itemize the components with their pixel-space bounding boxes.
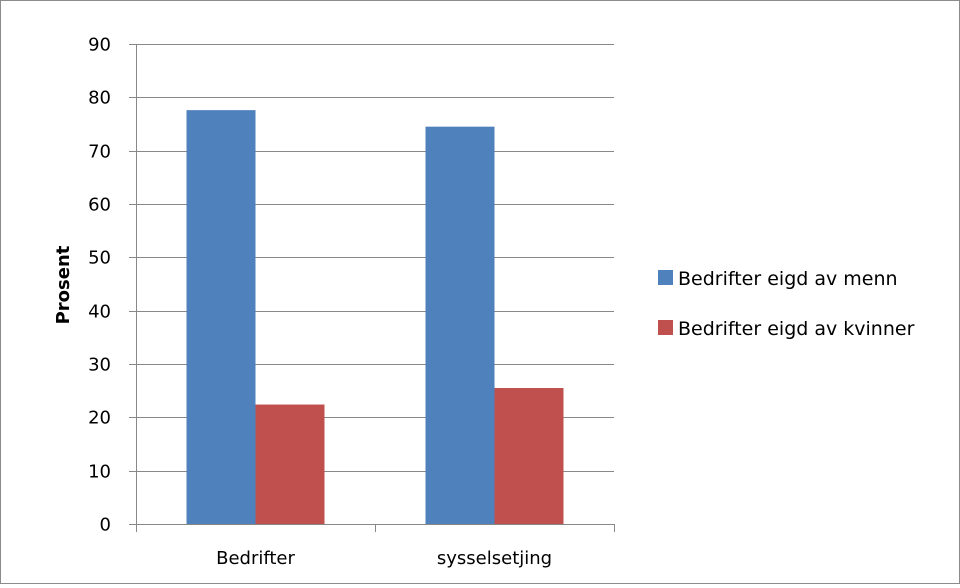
y-tick-label: 10: [88, 462, 111, 483]
y-axis-ticks: 0 10 20 30 40 50 60 70 80 90: [88, 35, 136, 536]
bar-kvinner-1: [494, 388, 564, 524]
y-tick-label: 30: [88, 355, 111, 376]
y-tick-label: 70: [88, 142, 111, 163]
legend-swatch: [658, 320, 673, 335]
y-tick-label: 80: [88, 88, 111, 109]
y-tick-label: 40: [88, 302, 111, 323]
bar-menn-1: [425, 126, 495, 525]
bars: [186, 110, 564, 525]
bar-kvinner-0: [255, 404, 325, 524]
y-tick-label: 50: [88, 248, 111, 269]
bar-menn-0: [186, 110, 256, 524]
y-axis-label: Prosent: [53, 245, 74, 324]
legend: Bedrifter eigd av menn Bedrifter eigd av …: [658, 268, 915, 340]
x-axis-labels: Bedrifter sysselsetjing: [216, 548, 552, 569]
y-tick-label: 90: [88, 35, 111, 56]
legend-swatch: [658, 270, 673, 285]
y-tick-label: 20: [88, 408, 111, 429]
legend-entry: Bedrifter eigd av kvinner: [678, 318, 915, 340]
y-tick-label: 0: [100, 515, 111, 536]
legend-entry: Bedrifter eigd av menn: [678, 268, 898, 290]
y-tick-label: 60: [88, 195, 111, 216]
axes: [136, 44, 615, 532]
x-category-label: Bedrifter: [216, 548, 295, 569]
x-category-label: sysselsetjing: [437, 548, 552, 569]
